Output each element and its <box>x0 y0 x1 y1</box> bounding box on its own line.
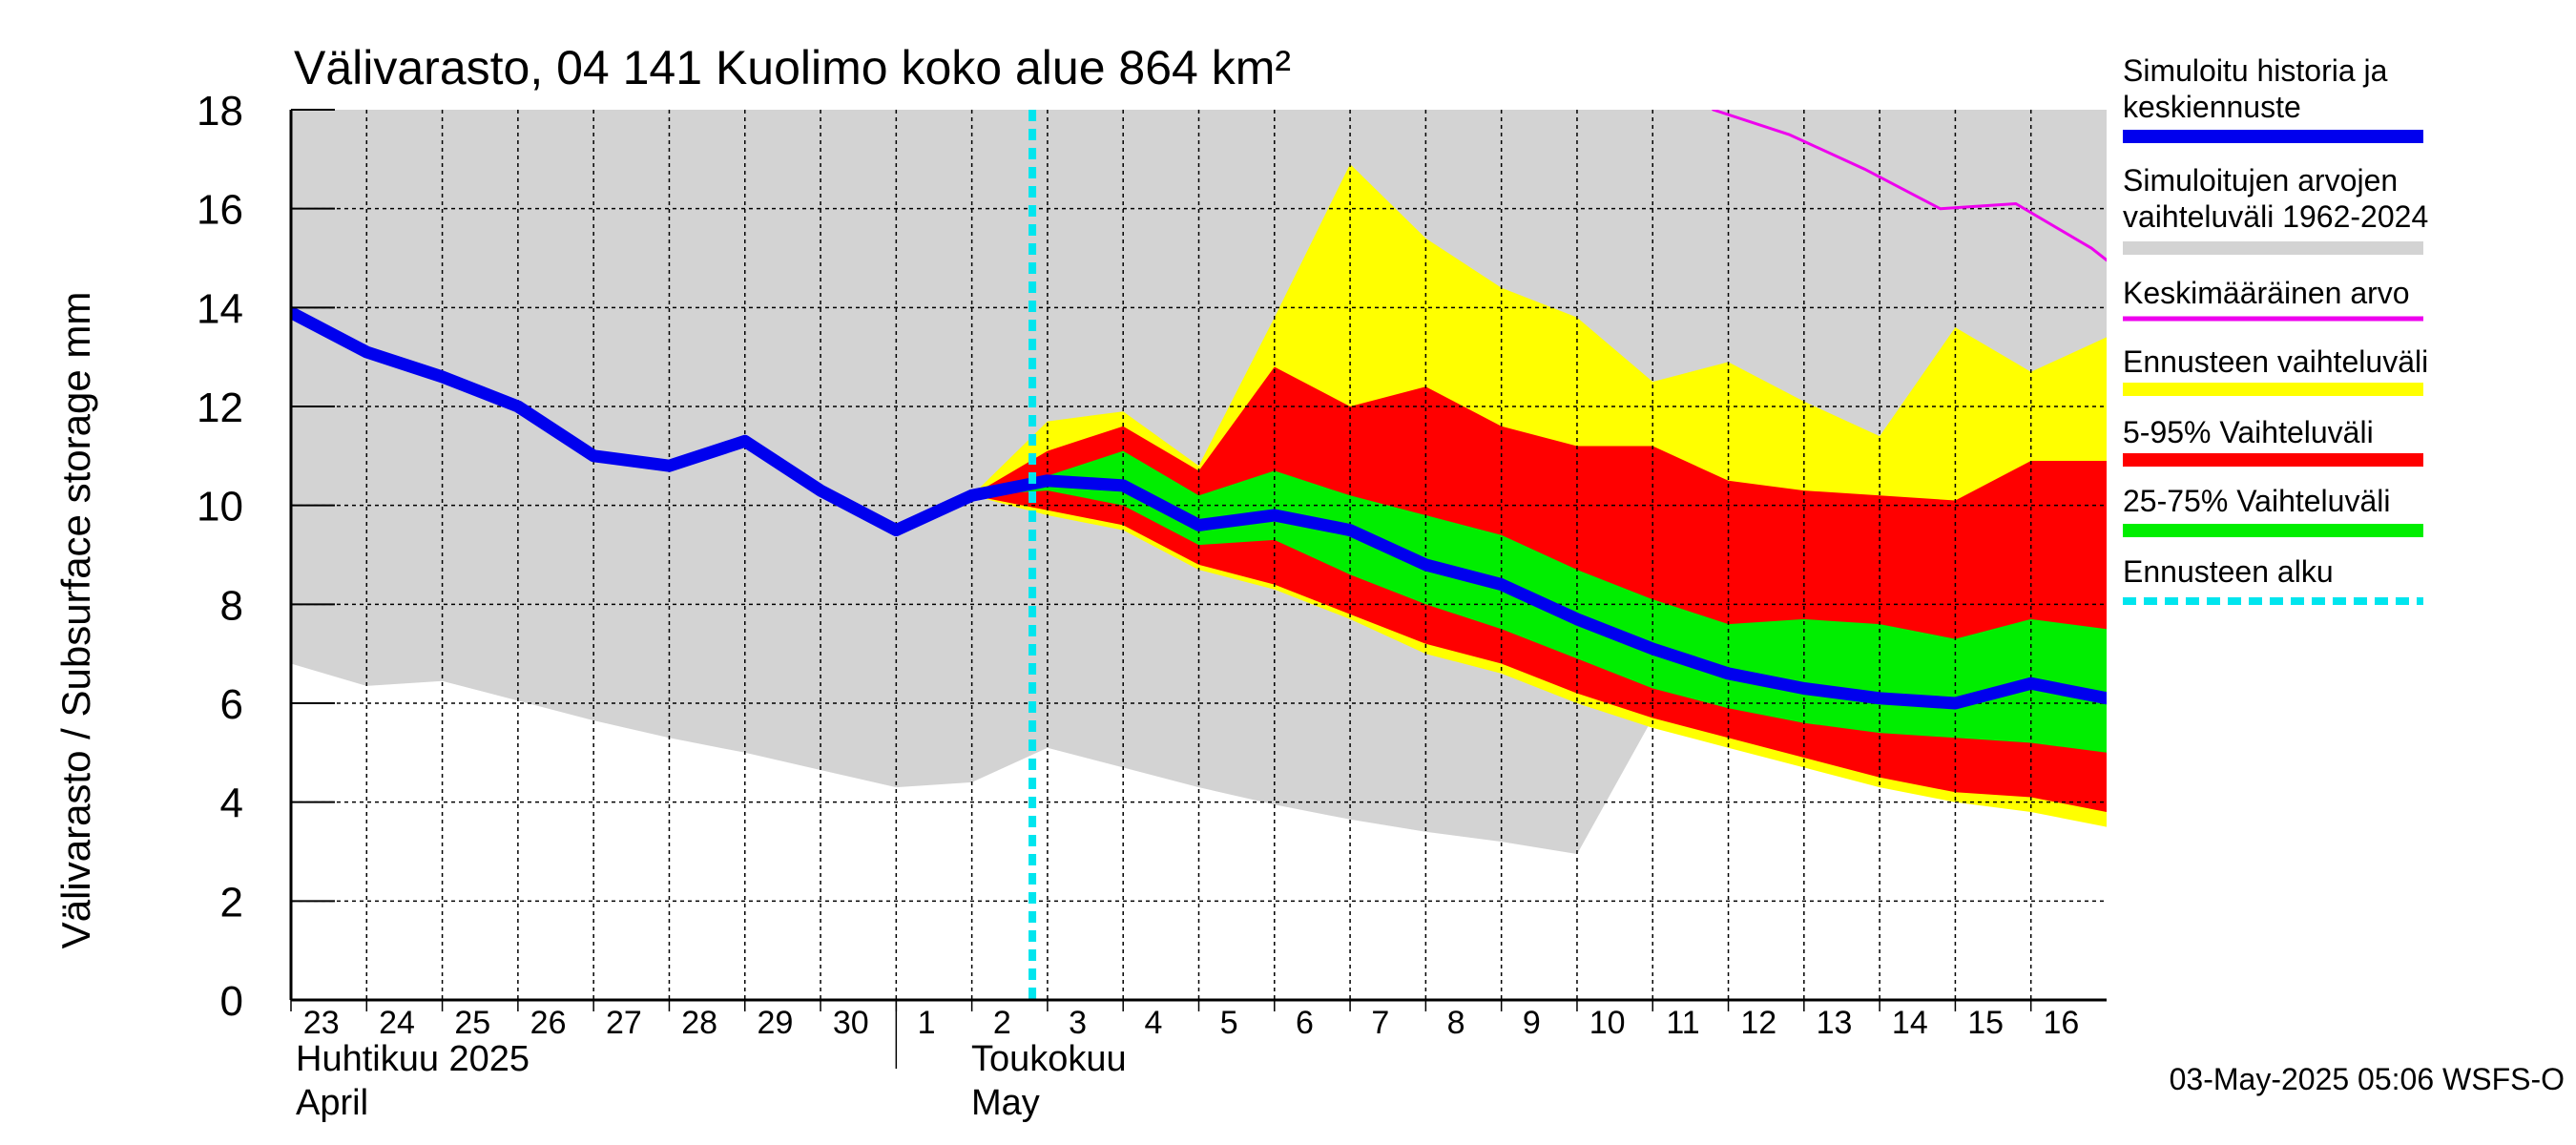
y-tick-label: 18 <box>197 88 243 135</box>
x-axis-labels: 23 24 25 26 27 28 29 30 1 2 3 4 5 6 7 8 9 10 11 12 13 14 15 16H… <box>290 1000 2080 1123</box>
y-axis-label: Välivarasto / Subsurface storage mm <box>53 292 98 949</box>
x-tick-label: 27 <box>606 1005 642 1041</box>
plot-content <box>291 110 2107 1000</box>
chart-title: Välivarasto, 04 141 Kuolimo koko alue 86… <box>294 41 1291 94</box>
legend-label: Keskimääräinen arvo <box>2123 276 2410 310</box>
x-tick-label: 16 <box>2044 1005 2080 1041</box>
x-tick-label: 5 <box>1220 1005 1238 1041</box>
month-label-fi: Huhtikuu 2025 <box>296 1039 530 1079</box>
legend: Simuloitu historia ja keskiennuste Simuloi… <box>2123 53 2428 605</box>
y-tick-label: 2 <box>220 879 243 926</box>
plot-area: 0 2 4 6 8 10 12 14 16 18 <box>197 88 2107 1025</box>
x-tick-label: 9 <box>1523 1005 1541 1041</box>
grid <box>291 110 2107 1000</box>
legend-label: Simuloitu historia ja keskiennuste <box>2123 53 2388 124</box>
x-tick-label: 13 <box>1817 1005 1853 1041</box>
x-tick-label: 8 <box>1447 1005 1465 1041</box>
x-tick-label: 23 <box>303 1005 340 1041</box>
x-tick-label: 14 <box>1892 1005 1928 1041</box>
line-simulated-mean <box>291 306 2107 710</box>
x-tick-label: 7 <box>1371 1005 1389 1041</box>
month-label-fi: Toukokuu <box>971 1039 1127 1079</box>
x-tick-label: 12 <box>1740 1005 1776 1041</box>
x-tick-label: 24 <box>379 1005 415 1041</box>
line-average <box>1712 110 2107 262</box>
x-tick-label: 15 <box>1967 1005 2004 1041</box>
x-tick-label: 4 <box>1144 1005 1162 1041</box>
x-tick-label: 25 <box>454 1005 490 1041</box>
legend-label: Ennusteen alku <box>2123 554 2334 589</box>
timestamp: 03-May-2025 05:06 WSFS-O <box>2170 1062 2565 1096</box>
y-tick-label: 0 <box>220 978 243 1025</box>
y-tick-label: 8 <box>220 582 243 629</box>
x-tick-label: 6 <box>1296 1005 1314 1041</box>
x-tick-label: 2 <box>993 1005 1011 1041</box>
y-tick-label: 14 <box>197 285 243 332</box>
x-tick-label: 3 <box>1069 1005 1087 1041</box>
x-tick-label: 30 <box>833 1005 869 1041</box>
legend-label: 5-95% Vaihteluväli <box>2123 415 2374 449</box>
x-tick-label: 29 <box>758 1005 794 1041</box>
x-tick-label: 10 <box>1589 1005 1626 1041</box>
y-tick-label: 10 <box>197 484 243 531</box>
month-label-en: May <box>971 1083 1040 1123</box>
y-tick-label: 6 <box>220 681 243 728</box>
x-tick-label: 1 <box>918 1005 936 1041</box>
x-tick-label: 26 <box>530 1005 567 1041</box>
legend-label: 25-75% Vaihteluväli <box>2123 484 2390 518</box>
x-tick-label: 11 <box>1666 1005 1699 1041</box>
y-tick-label: 12 <box>197 385 243 431</box>
legend-label: Simuloitujen arvojen vaihteluväli 1962-20… <box>2123 163 2428 234</box>
y-tick-label: 16 <box>197 187 243 234</box>
y-tick-label: 4 <box>220 781 243 827</box>
legend-label: Ennusteen vaihteluväli <box>2123 344 2428 379</box>
month-label-en: April <box>296 1083 368 1123</box>
x-tick-label: 28 <box>681 1005 717 1041</box>
